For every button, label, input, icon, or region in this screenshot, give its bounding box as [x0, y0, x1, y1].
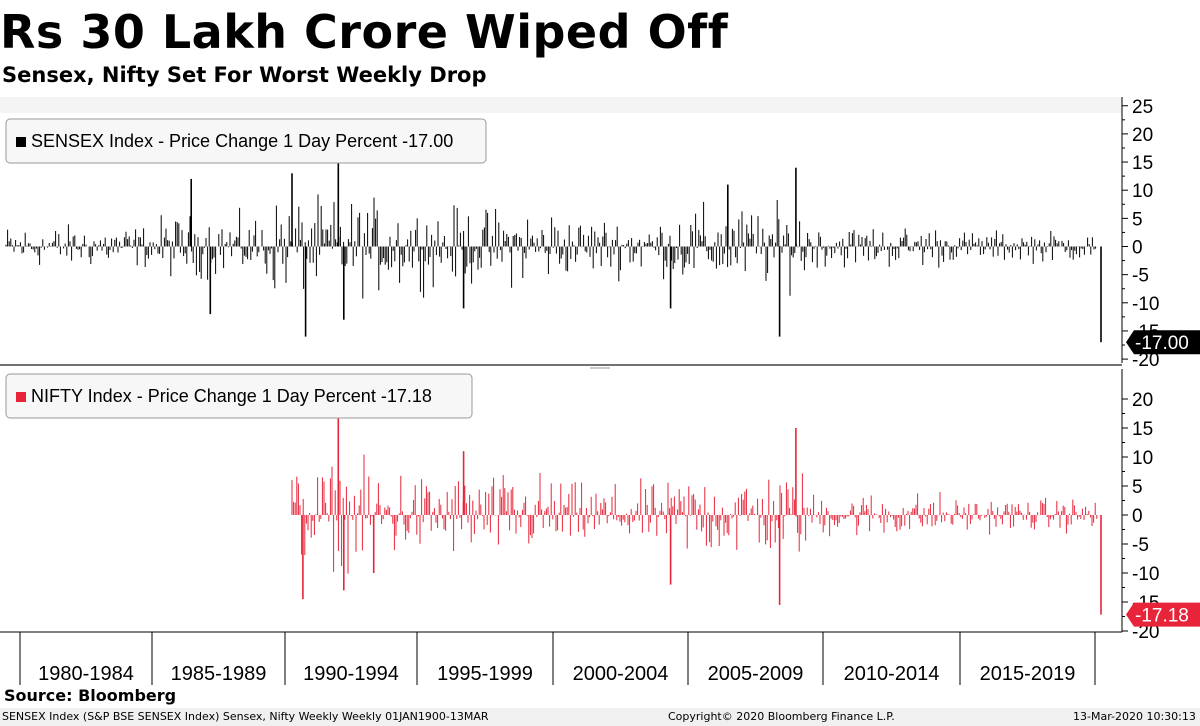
- y-tick-label: -5: [1132, 535, 1149, 556]
- y-tick-label: 10: [1132, 181, 1153, 202]
- x-tick-label: 1980-1984: [38, 663, 134, 685]
- y-tick-label: -20: [1132, 622, 1159, 643]
- y-tick-label: 0: [1132, 506, 1143, 527]
- x-tick-label: 1995-1999: [437, 663, 533, 685]
- last-value-flag: [1126, 330, 1200, 355]
- y-tick-label: 5: [1132, 477, 1143, 498]
- x-tick-label: 2005-2009: [708, 663, 804, 685]
- source-note: Source: Bloomberg: [4, 686, 177, 705]
- x-tick-label: 2000-2004: [573, 663, 669, 685]
- x-tick-label: 1985-1989: [171, 663, 267, 685]
- footer-copyright: Copyright© 2020 Bloomberg Finance L.P.: [668, 710, 895, 723]
- y-tick-label: 10: [1132, 448, 1153, 469]
- legend-swatch-2: [16, 392, 26, 402]
- footer-security-line: SENSEX Index (S&P BSE SENSEX Index) Sens…: [2, 710, 489, 723]
- series-2-bars: [291, 416, 1102, 615]
- y-tick-label: -20: [1132, 350, 1159, 371]
- y-tick-label: 15: [1132, 419, 1153, 440]
- footer-bar: SENSEX Index (S&P BSE SENSEX Index) Sens…: [0, 708, 1200, 726]
- legend-swatch-1: [16, 137, 26, 147]
- y-tick-label: -10: [1132, 564, 1159, 585]
- legend-box-1: [5, 118, 487, 164]
- x-tick-label: 2010-2014: [844, 663, 940, 685]
- y-tick-label: 15: [1132, 153, 1153, 174]
- x-tick-label: 2015-2019: [980, 663, 1076, 685]
- footer-timestamp: 13-Mar-2020 10:30:13: [1073, 710, 1196, 723]
- legend-box-2: [5, 373, 473, 419]
- last-value-label: -17.00: [1135, 333, 1189, 354]
- chart-subtitle: Sensex, Nifty Set For Worst Weekly Drop: [2, 63, 487, 87]
- last-value-label: -17.18: [1135, 606, 1189, 627]
- series-1-bars: [5, 139, 1102, 343]
- x-tick-label: 1990-1994: [303, 663, 399, 685]
- y-tick-label: 0: [1132, 238, 1143, 259]
- y-tick-label: 5: [1132, 209, 1143, 230]
- last-value-flag: [1126, 602, 1200, 627]
- panel-1-top-band: [0, 97, 1122, 113]
- y-tick-label: -10: [1132, 294, 1159, 315]
- y-tick-label: 20: [1132, 125, 1153, 146]
- y-tick-label: 25: [1132, 97, 1153, 118]
- legend-text-2: NIFTY Index - Price Change 1 Day Percent…: [31, 386, 432, 406]
- y-tick-label: 20: [1132, 390, 1153, 411]
- legend-text-1: SENSEX Index - Price Change 1 Day Percen…: [31, 131, 453, 151]
- chart-title: Rs 30 Lakh Crore Wiped Off: [0, 5, 729, 59]
- y-tick-label: -5: [1132, 266, 1149, 287]
